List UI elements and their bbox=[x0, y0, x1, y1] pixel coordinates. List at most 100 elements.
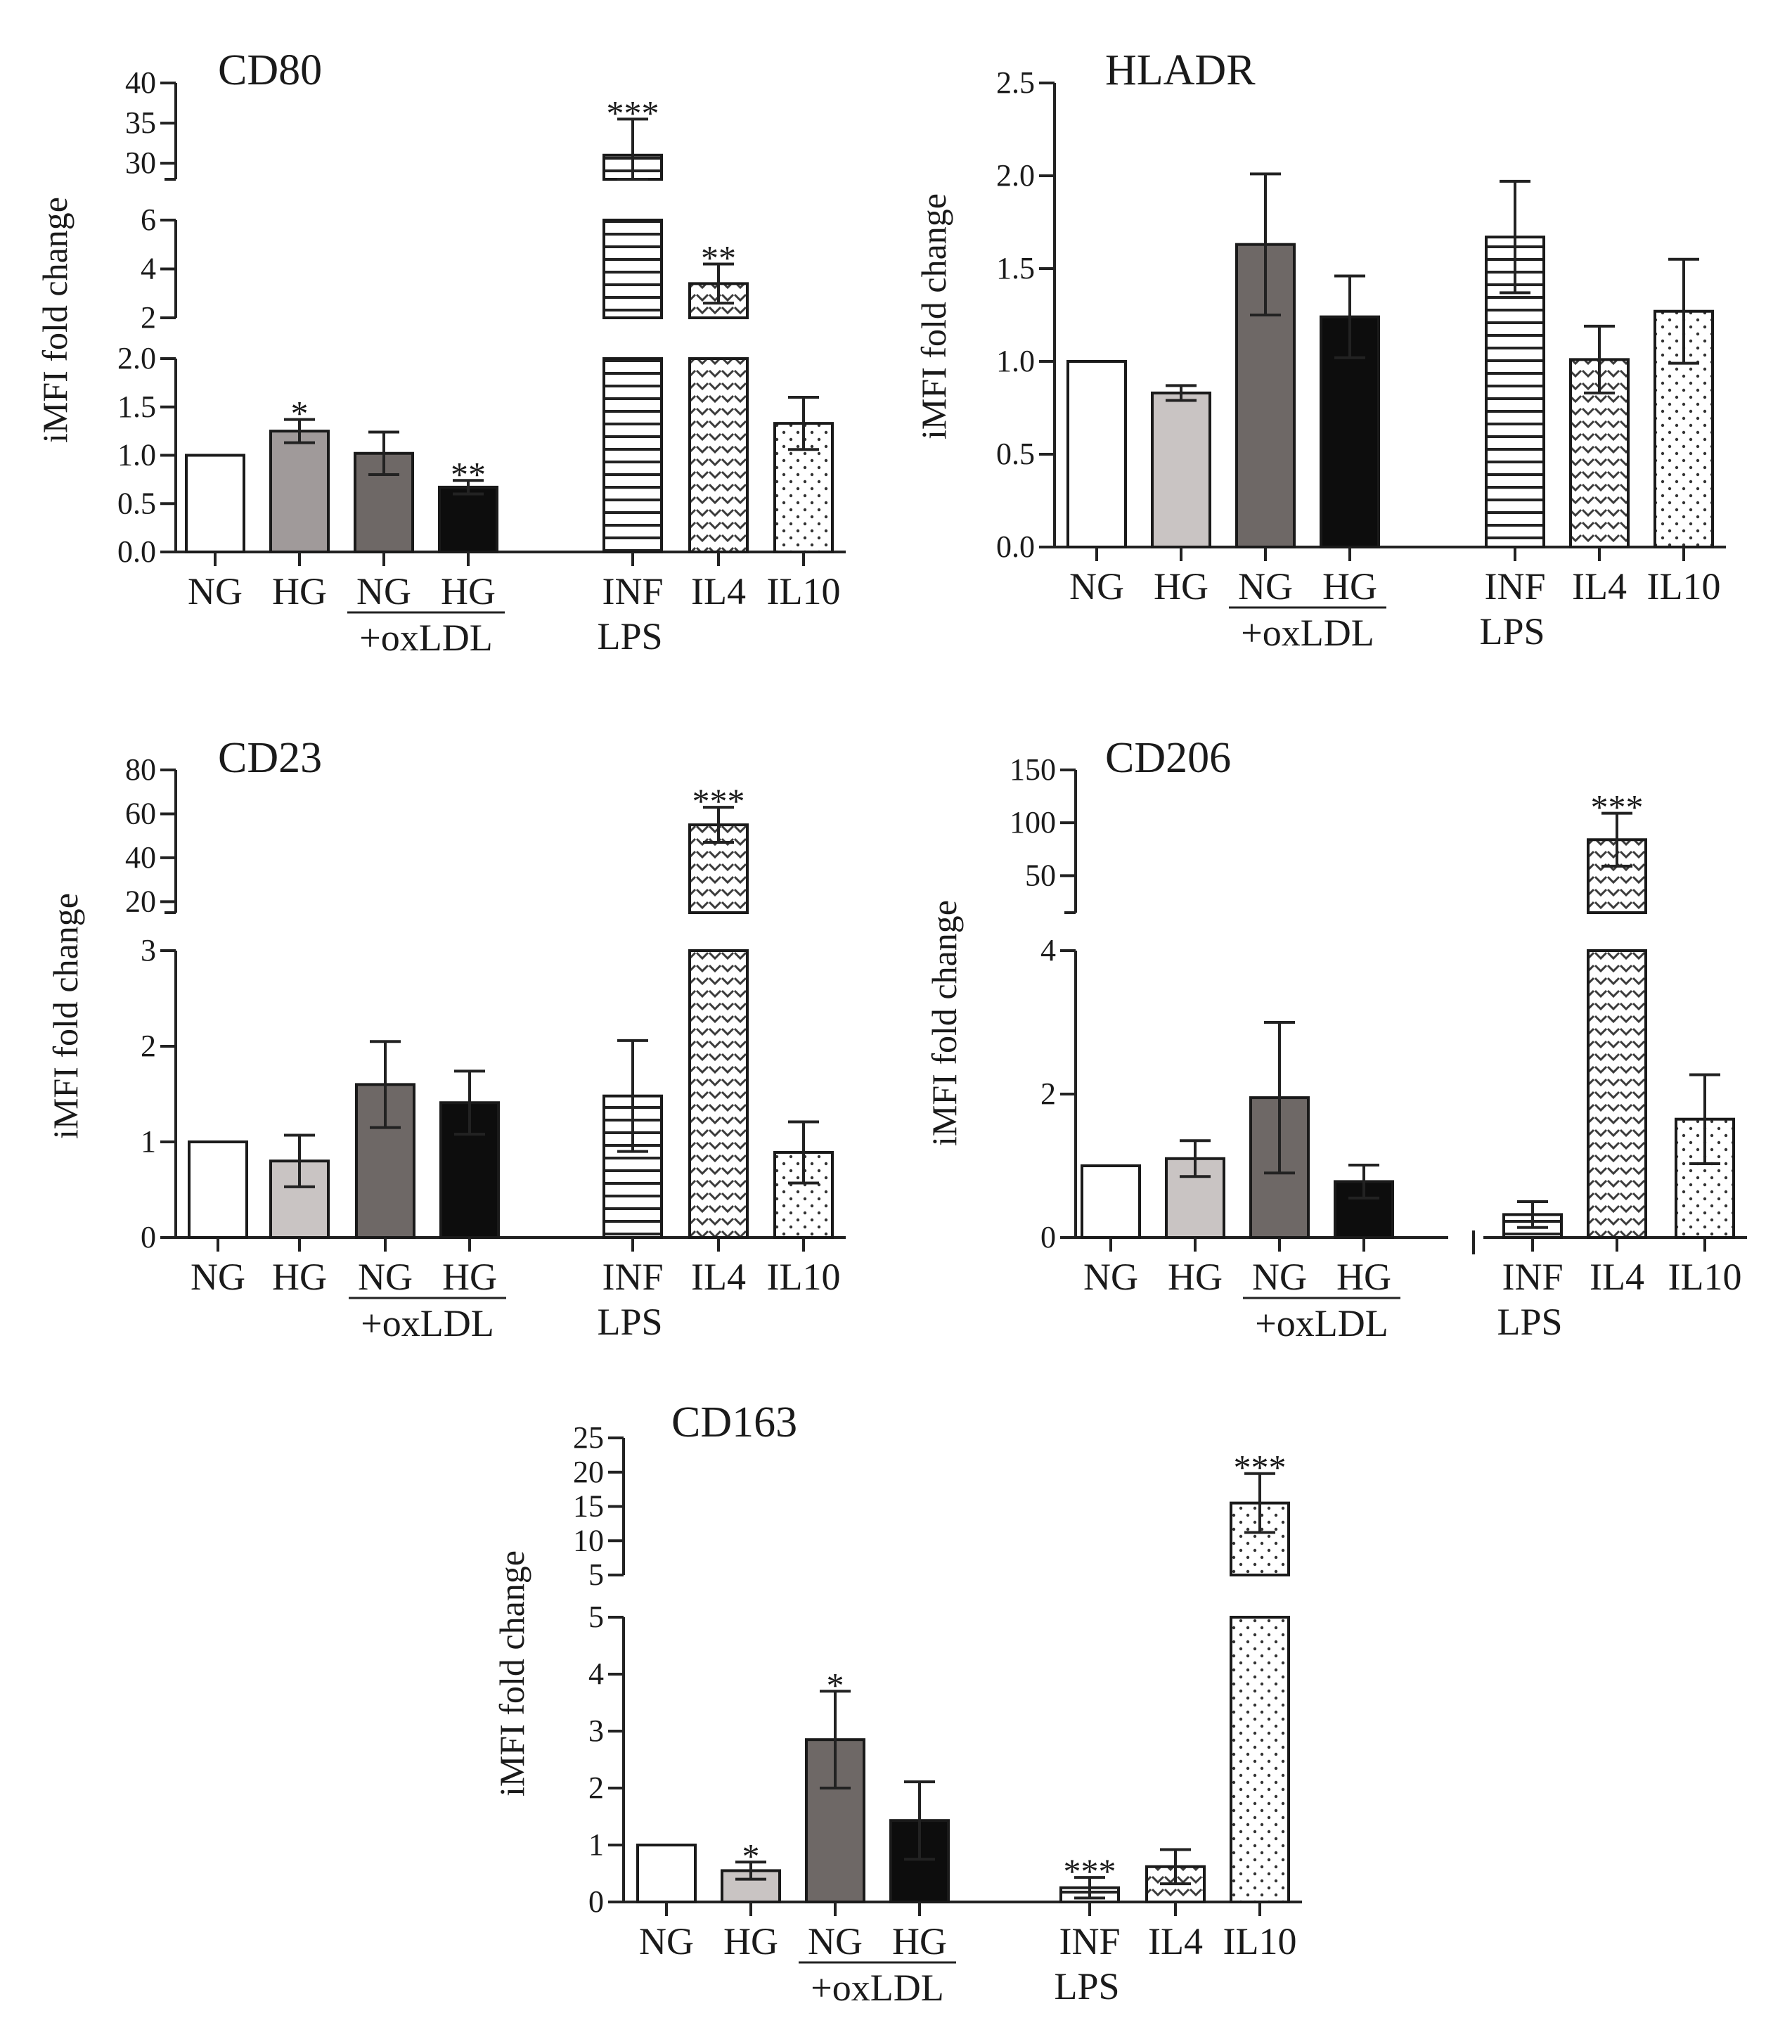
y-tick-label: 30 bbox=[125, 146, 156, 180]
bar-il4-seg0 bbox=[688, 357, 749, 553]
y-tick-label: 2.0 bbox=[117, 341, 156, 375]
x-tick-label: IL4 bbox=[1148, 1920, 1203, 1962]
y-tick-label: 1.5 bbox=[117, 390, 156, 424]
x-tick-label: IL4 bbox=[1572, 565, 1627, 608]
significance-marker: * bbox=[742, 1836, 760, 1875]
bar-ng bbox=[188, 1140, 248, 1239]
x-tick-label: IL10 bbox=[1647, 565, 1721, 608]
bar-hg-oxldl bbox=[438, 485, 498, 553]
x-tick-label: NG bbox=[1083, 1256, 1138, 1298]
significance-marker: *** bbox=[1234, 1448, 1287, 1487]
y-tick-label: 1.5 bbox=[996, 251, 1035, 285]
bar-ng bbox=[1081, 1164, 1141, 1239]
panel-hladr: HLADR iMFI fold change 0.0 0.5 1.0 1.5 2.0 2.5 N… bbox=[914, 46, 1726, 654]
y-axis-label: iMFI fold change bbox=[914, 193, 953, 439]
y-axis-label: iMFI fold change bbox=[924, 900, 964, 1146]
significance-marker: *** bbox=[607, 93, 659, 132]
y-tick-label: 0.0 bbox=[117, 534, 156, 569]
bar-il10-seg0 bbox=[1230, 1616, 1290, 1903]
significance-marker: ** bbox=[451, 454, 486, 494]
bar-ng bbox=[185, 454, 245, 553]
y-tick-label: 6 bbox=[141, 203, 156, 237]
y-tick-label: 2 bbox=[141, 1029, 156, 1063]
y-axis-label: iMFI fold change bbox=[35, 197, 75, 443]
y-axis-label: iMFI fold change bbox=[492, 1550, 531, 1796]
x-tick-label: HG bbox=[441, 570, 496, 612]
x-tick-label: INF bbox=[1484, 565, 1545, 608]
x-tick-label: INF bbox=[602, 1256, 663, 1298]
bar-ng bbox=[1066, 360, 1127, 548]
x-tick-label: HG bbox=[723, 1920, 778, 1962]
y-tick-label: 20 bbox=[573, 1455, 604, 1489]
bar-inf-lps-seg1 bbox=[602, 219, 663, 319]
x-tick-label: IL10 bbox=[1223, 1920, 1297, 1962]
x-tick-label: HG bbox=[1168, 1256, 1223, 1298]
x-sub-label: LPS bbox=[1479, 610, 1545, 653]
y-tick-label: 1 bbox=[141, 1124, 156, 1159]
y-tick-label: 0.5 bbox=[117, 486, 156, 520]
x-tick-label: IL4 bbox=[691, 1256, 746, 1298]
x-tick-label: NG bbox=[191, 1256, 245, 1298]
x-tick-label: IL10 bbox=[767, 570, 841, 612]
significance-marker: * bbox=[291, 394, 309, 433]
y-tick-label: 35 bbox=[125, 105, 156, 140]
x-tick-label: HG bbox=[1154, 565, 1208, 608]
x-tick-label: NG bbox=[188, 570, 243, 612]
panel-cd80: CD80 iMFI fold change 0.0 0.5 1.0 1.5 2.0 2 4 6 30… bbox=[35, 46, 846, 659]
significance-marker: *** bbox=[1591, 788, 1644, 827]
panel-cd206: CD206 iMFI fold change 0 2 4 50 100 150 NG HG NG HG… bbox=[924, 734, 1747, 1344]
group-label: +oxLDL bbox=[1241, 612, 1374, 654]
x-tick-label: IL10 bbox=[1668, 1256, 1742, 1298]
x-tick-label: NG bbox=[358, 1256, 413, 1298]
x-tick-label: HG bbox=[272, 1256, 327, 1298]
y-tick-label: 150 bbox=[1010, 752, 1056, 787]
y-tick-label: 3 bbox=[588, 1714, 604, 1748]
bar-il4-seg0 bbox=[1587, 949, 1647, 1239]
significance-marker: *** bbox=[1064, 1851, 1116, 1891]
bar-hg bbox=[1151, 391, 1211, 548]
significance-marker: * bbox=[827, 1665, 844, 1704]
x-sub-label: LPS bbox=[1497, 1301, 1562, 1343]
y-tick-label: 80 bbox=[125, 752, 156, 787]
x-tick-label: NG bbox=[808, 1920, 863, 1962]
y-tick-label: 40 bbox=[125, 65, 156, 100]
x-tick-label: HG bbox=[1336, 1256, 1391, 1298]
group-label: +oxLDL bbox=[1255, 1302, 1388, 1344]
chart-title: CD23 bbox=[218, 734, 322, 782]
y-tick-label: 25 bbox=[573, 1420, 604, 1455]
y-tick-label: 1 bbox=[588, 1827, 604, 1862]
y-tick-label: 0 bbox=[1040, 1220, 1056, 1254]
x-tick-label: HG bbox=[1322, 565, 1377, 608]
panel-cd23: CD23 iMFI fold change 0 1 2 3 20 40 60 80 NG HG NG HG… bbox=[46, 734, 846, 1344]
x-tick-label: IL4 bbox=[691, 570, 746, 612]
y-axis-label: iMFI fold change bbox=[46, 893, 85, 1139]
y-tick-label: 4 bbox=[141, 252, 156, 286]
y-tick-label: 40 bbox=[125, 840, 156, 875]
x-tick-label: NG bbox=[1069, 565, 1124, 608]
y-tick-label: 0.0 bbox=[996, 529, 1035, 564]
group-label: +oxLDL bbox=[361, 1302, 494, 1344]
y-tick-label: 10 bbox=[573, 1523, 604, 1557]
y-tick-label: 2 bbox=[1040, 1076, 1056, 1111]
x-tick-label: INF bbox=[1502, 1256, 1563, 1298]
y-tick-label: 2.5 bbox=[996, 65, 1035, 100]
bar-il4-seg0 bbox=[688, 949, 749, 1239]
y-tick-label: 1.0 bbox=[996, 344, 1035, 378]
x-tick-label: HG bbox=[272, 570, 327, 612]
chart-title: CD163 bbox=[671, 1399, 797, 1446]
y-tick-label: 0 bbox=[588, 1884, 604, 1919]
y-tick-label: 100 bbox=[1010, 805, 1056, 840]
y-tick-label: 5 bbox=[588, 1600, 604, 1634]
x-sub-label: LPS bbox=[597, 1301, 662, 1343]
x-tick-label: HG bbox=[442, 1256, 497, 1298]
y-tick-label: 3 bbox=[141, 933, 156, 968]
chart-title: HLADR bbox=[1105, 46, 1256, 94]
y-tick-label: 2.0 bbox=[996, 158, 1035, 193]
y-tick-label: 60 bbox=[125, 796, 156, 830]
x-tick-label: INF bbox=[602, 570, 663, 612]
y-tick-label: 0 bbox=[141, 1220, 156, 1254]
x-tick-label: NG bbox=[356, 570, 411, 612]
x-tick-label: HG bbox=[892, 1920, 947, 1962]
x-tick-label: IL4 bbox=[1590, 1256, 1644, 1298]
